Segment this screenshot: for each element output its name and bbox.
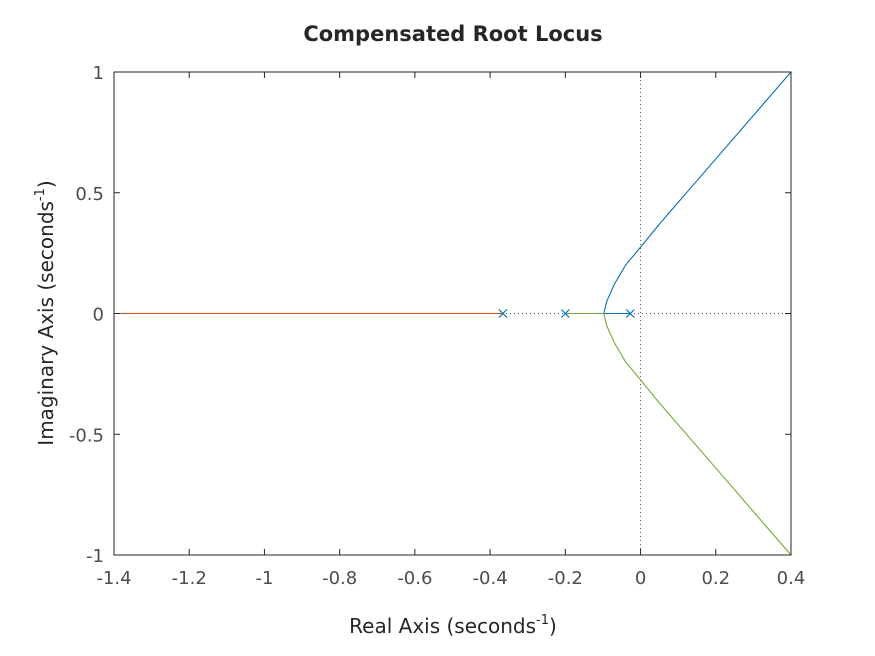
- y-tick-label: 0.5: [75, 184, 104, 205]
- x-tick-label: 0.4: [777, 568, 806, 589]
- x-tick-label: 0: [635, 568, 646, 589]
- x-tick-label: -1.2: [172, 568, 207, 589]
- y-axis-label: Imaginary Axis (seconds-1): [33, 180, 58, 445]
- x-tick-label: -0.6: [397, 568, 432, 589]
- locus-branch-lower: [565, 312, 792, 556]
- x-tick-label: -0.8: [322, 568, 357, 589]
- x-axis-label: Real Axis (seconds-1): [349, 613, 557, 638]
- y-tick-label: 0: [93, 305, 104, 326]
- x-tick-label: -0.2: [548, 568, 583, 589]
- y-ticks: -1 -0.5 0 0.5 1: [69, 63, 791, 567]
- x-tick-label: -1.4: [96, 568, 131, 589]
- pole-marker: [560, 309, 570, 318]
- plot-area: -1.4 -1.2 -1 -0.8 -0.6 -0.4 -0.2 0 0.2 0.4 -1 -0.5…: [69, 63, 805, 589]
- y-tick-label: -1: [86, 546, 104, 567]
- x-tick-label: -0.4: [473, 568, 508, 589]
- series-layer: [114, 71, 792, 556]
- x-ticks: -1.4 -1.2 -1 -0.8 -0.6 -0.4 -0.2 0 0.2 0.4: [96, 72, 805, 589]
- locus-branch-upper: [603, 71, 792, 315]
- chart-title: Compensated Root Locus: [303, 22, 602, 46]
- x-tick-label: -1: [255, 568, 273, 589]
- x-tick-label: 0.2: [701, 568, 730, 589]
- pole-marker: [625, 309, 635, 318]
- y-tick-label: -0.5: [69, 425, 104, 446]
- pole-markers: [498, 309, 635, 318]
- pole-marker: [498, 309, 508, 318]
- y-tick-label: 1: [93, 63, 104, 84]
